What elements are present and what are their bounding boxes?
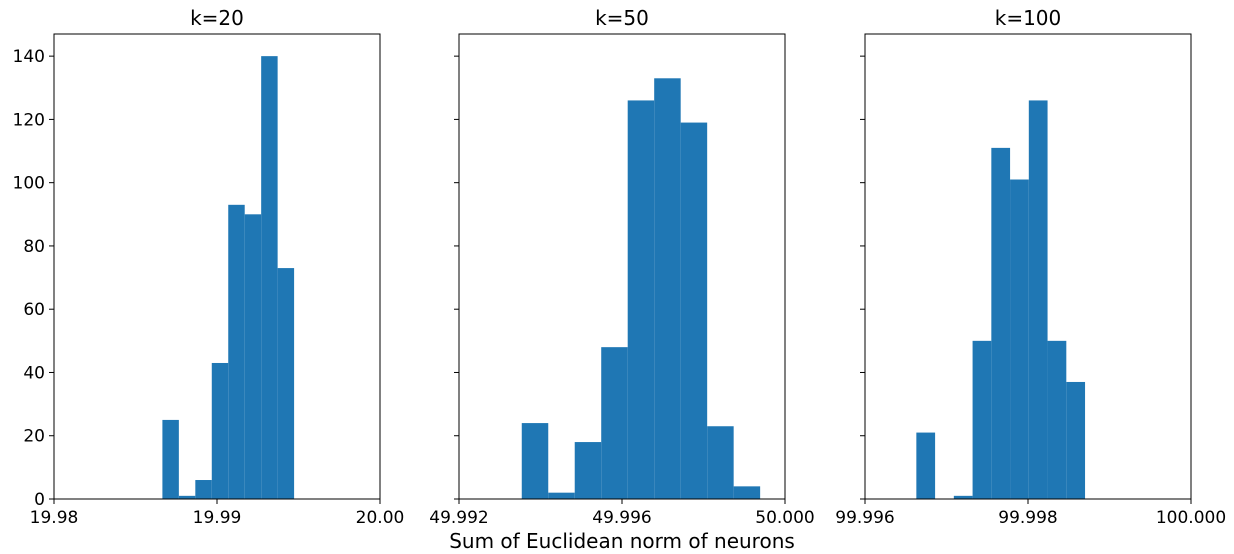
x-tick-label: 20.00 <box>356 508 405 528</box>
y-tick-label: 120 <box>13 110 45 130</box>
subplot-3: 99.996 99.998 100.000 k=100 <box>835 6 1226 528</box>
y-tick-label: 80 <box>23 237 45 257</box>
histogram-bar <box>228 204 245 499</box>
histogram-bar <box>1028 100 1048 500</box>
histogram-bar <box>680 122 708 499</box>
histogram-bar <box>733 486 761 499</box>
subplot-title: k=20 <box>190 6 244 30</box>
histogram-bar <box>1047 340 1067 499</box>
histogram-bar <box>601 347 628 499</box>
histogram-bar <box>574 442 602 499</box>
x-axis-label: Sum of Euclidean norm of neurons <box>449 529 795 550</box>
histogram-bar <box>261 56 278 499</box>
histogram-bar <box>627 100 655 500</box>
histogram-bar <box>953 495 973 499</box>
histogram-bar <box>211 362 229 499</box>
x-tick-label: 100.000 <box>1156 508 1226 528</box>
x-tick-label: 49.996 <box>592 508 651 528</box>
y-tick-label: 20 <box>23 427 45 447</box>
y-tick-label: 100 <box>13 174 45 194</box>
histogram-bar <box>162 419 179 499</box>
histogram-bar <box>1010 179 1029 499</box>
subplot-title: k=100 <box>995 6 1062 30</box>
histogram-bar <box>195 480 212 499</box>
x-tick-label: 99.998 <box>998 508 1057 528</box>
y-tick-label: 0 <box>34 490 45 510</box>
x-tick-label: 99.996 <box>835 508 894 528</box>
histogram-bar <box>548 492 575 499</box>
histogram-bar <box>521 423 549 499</box>
y-tick-label: 140 <box>13 47 45 67</box>
histogram-bar <box>654 78 681 499</box>
histogram-bar <box>1066 381 1086 499</box>
y-tick-label: 40 <box>23 363 45 383</box>
histogram-bar <box>916 432 936 499</box>
histogram-bar <box>991 147 1011 499</box>
x-tick-label: 49.992 <box>429 508 488 528</box>
histogram-bar <box>972 340 992 499</box>
x-tick-label: 19.98 <box>30 508 79 528</box>
x-tick-label: 50.000 <box>755 508 814 528</box>
subplot-title: k=50 <box>595 6 649 30</box>
histogram-bar <box>244 214 262 499</box>
histogram-bar <box>707 426 734 499</box>
x-tick-label: 19.99 <box>193 508 242 528</box>
subplot-2: 49.992 49.996 50.000 k=50 <box>429 6 814 528</box>
subplot-1: 0 20 40 60 80 100 120 140 19.98 19.99 20.00 k=20 <box>13 6 405 528</box>
y-tick-label: 60 <box>23 300 45 320</box>
histogram-bar <box>277 268 295 499</box>
histogram-bar <box>178 495 196 499</box>
